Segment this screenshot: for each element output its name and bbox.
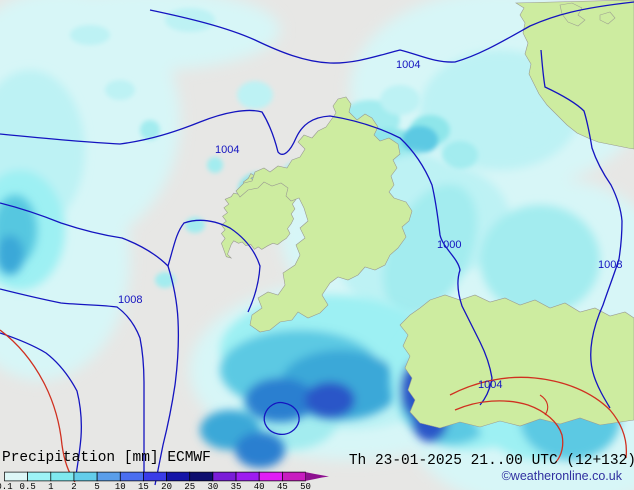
- svg-text:Precipitation [mm] ECMWF: Precipitation [mm] ECMWF: [2, 450, 211, 466]
- svg-text:0.1: 0.1: [0, 482, 13, 490]
- svg-text:10: 10: [115, 482, 126, 490]
- svg-text:45: 45: [277, 482, 288, 490]
- svg-text:1004: 1004: [478, 379, 502, 391]
- svg-text:1008: 1008: [118, 294, 142, 306]
- svg-text:1004: 1004: [215, 144, 239, 156]
- svg-text:0.5: 0.5: [20, 482, 36, 490]
- svg-text:15: 15: [138, 482, 149, 490]
- svg-text:30: 30: [207, 482, 218, 490]
- svg-text:20: 20: [161, 482, 172, 490]
- svg-text:1000: 1000: [437, 239, 461, 251]
- svg-text:1004: 1004: [396, 59, 420, 71]
- svg-text:2: 2: [71, 482, 76, 490]
- svg-text:Th 23-01-2025 21..00 UTC (12+1: Th 23-01-2025 21..00 UTC (12+132): [349, 453, 634, 469]
- svg-text:©weatheronline.co.uk: ©weatheronline.co.uk: [502, 469, 623, 483]
- svg-text:5: 5: [94, 482, 99, 490]
- svg-text:35: 35: [231, 482, 242, 490]
- svg-text:1: 1: [48, 482, 53, 490]
- svg-text:50: 50: [300, 482, 311, 490]
- svg-text:40: 40: [254, 482, 265, 490]
- svg-text:25: 25: [184, 482, 195, 490]
- svg-text:1008: 1008: [598, 259, 622, 271]
